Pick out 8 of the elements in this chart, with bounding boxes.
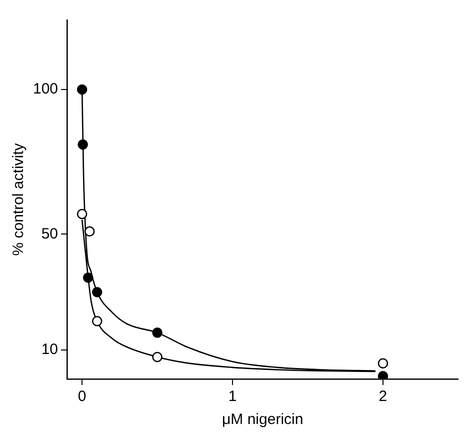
y-tick-label: 100 — [32, 80, 58, 98]
x-tick-label: 0 — [78, 388, 86, 406]
x-tick-label: 2 — [378, 388, 388, 406]
x-tick-label: 1 — [228, 388, 237, 406]
y-axis-title: % control activity — [10, 142, 28, 256]
y-tick-label: 10 — [41, 341, 58, 358]
x-axis-title: μM nigericin — [222, 411, 304, 428]
y-tick-label: 50 — [41, 225, 58, 242]
